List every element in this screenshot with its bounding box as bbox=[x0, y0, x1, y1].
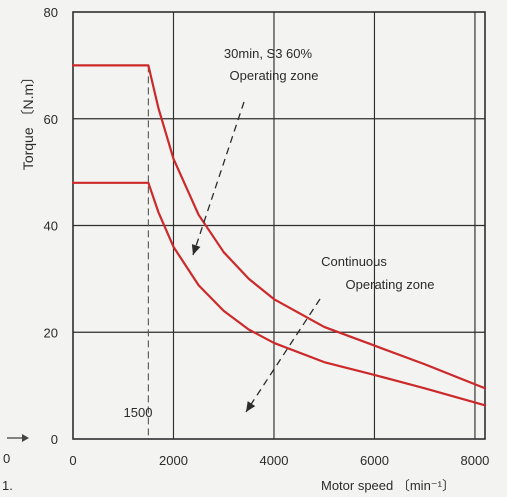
series-line-continuous bbox=[71, 181, 487, 407]
y-axis-label: Torque 〔N.m〕 bbox=[20, 70, 36, 170]
stray-left-arrowhead bbox=[22, 434, 29, 442]
lower-zone-label-line-1: Continuous bbox=[321, 254, 387, 269]
y-tick-label: 20 bbox=[44, 325, 58, 340]
lower-zone-arrow-line bbox=[245, 298, 321, 413]
y-tick-label: 80 bbox=[44, 5, 58, 20]
x-tick-label: 2000 bbox=[159, 453, 188, 468]
y-tick-label: 60 bbox=[44, 112, 58, 127]
upper-zone-arrow-head bbox=[191, 244, 201, 255]
upper-zone-label-line-1: 30min, S3 60% bbox=[224, 46, 313, 61]
x-tick-label: 8000 bbox=[460, 453, 489, 468]
x-tick-label: 0 bbox=[69, 453, 76, 468]
upper-zone-label-line-2: Operating zone bbox=[230, 68, 319, 83]
stray-left-text-b: 1. bbox=[2, 478, 13, 493]
x-axis-label: Motor speed 〔min⁻¹〕 bbox=[321, 478, 455, 493]
grid-layer bbox=[72, 11, 486, 440]
marker-1500-label: 1500 bbox=[124, 405, 153, 420]
x-tick-label: 4000 bbox=[260, 453, 289, 468]
lower-zone-label-line-2: Operating zone bbox=[346, 277, 435, 292]
y-tick-label: 40 bbox=[44, 219, 58, 234]
stray-left-text-a: 0 bbox=[3, 451, 10, 466]
y-tick-label: 0 bbox=[51, 432, 58, 447]
upper-zone-arrow-line bbox=[192, 101, 245, 256]
series-layer bbox=[71, 64, 487, 407]
arrows-layer bbox=[191, 101, 321, 413]
ticks-layer: 0 20 40 60 80 0 2000 4000 6000 8000 bbox=[44, 5, 490, 468]
series-line-30min-s3 bbox=[71, 64, 487, 390]
x-tick-label: 6000 bbox=[360, 453, 389, 468]
lower-zone-arrow-head bbox=[246, 401, 256, 412]
